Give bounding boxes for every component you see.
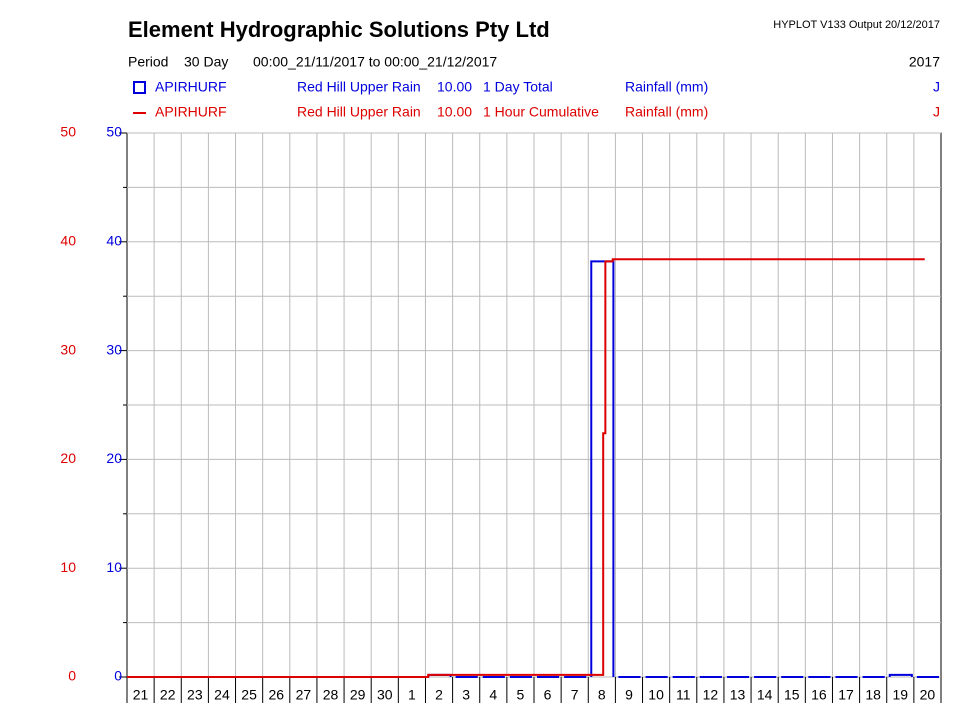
- year: 2017: [909, 54, 940, 70]
- y2-tick-label: 30: [106, 341, 122, 357]
- x-tick-label: 16: [811, 687, 827, 703]
- chart-title: Element Hydrographic Solutions Pty Ltd: [128, 17, 550, 42]
- legend-swatch: [133, 81, 146, 94]
- x-tick-label: 30: [377, 687, 393, 703]
- y2-tick-label: 0: [114, 668, 122, 684]
- x-tick-label: 29: [350, 687, 366, 703]
- x-tick-label: 21: [133, 687, 149, 703]
- x-tick-label: 25: [241, 687, 257, 703]
- x-tick-label: 18: [865, 687, 881, 703]
- legend-units: Rainfall (mm): [625, 104, 708, 120]
- x-tick-label: 12: [703, 687, 719, 703]
- x-tick-label: 22: [160, 687, 176, 703]
- period: 30 Day: [184, 54, 228, 70]
- legend-code: 10.00: [437, 104, 472, 120]
- date-range: 00:00_21/11/2017 to 00:00_21/12/2017: [253, 54, 497, 70]
- y-tick-label: 0: [68, 668, 76, 684]
- x-tick-label: 20: [920, 687, 936, 703]
- legend-mode: 1 Hour Cumulative: [483, 104, 599, 120]
- x-tick-label: 6: [544, 687, 552, 703]
- x-tick-label: 23: [187, 687, 203, 703]
- legend-flag: J: [933, 104, 940, 120]
- y2-tick-label: 10: [106, 559, 122, 575]
- x-tick-label: 7: [571, 687, 579, 703]
- x-tick-label: 15: [784, 687, 800, 703]
- y-tick-label: 50: [60, 124, 76, 140]
- legend-site: Red Hill Upper Rain: [297, 79, 421, 95]
- y-tick-label: 30: [60, 341, 76, 357]
- x-tick-label: 26: [268, 687, 284, 703]
- x-tick-label: 28: [323, 687, 339, 703]
- x-tick-label: 8: [598, 687, 606, 703]
- y2-tick-label: 40: [106, 233, 122, 249]
- x-tick-label: 9: [625, 687, 633, 703]
- y2-tick-label: 20: [106, 450, 122, 466]
- daily-bar: [888, 673, 913, 677]
- x-tick-label: 3: [462, 687, 470, 703]
- x-tick-label: 19: [893, 687, 909, 703]
- period-label: Period: [128, 54, 168, 70]
- daily-bar: [590, 260, 615, 677]
- x-tick-label: 14: [757, 687, 773, 703]
- x-tick-label: 11: [676, 687, 691, 703]
- y-tick-label: 20: [60, 450, 76, 466]
- x-tick-label: 1: [408, 687, 416, 703]
- program-info: HYPLOT V133 Output 20/12/2017: [773, 19, 940, 31]
- y2-tick-label: 50: [106, 124, 122, 140]
- cumulative-line: [127, 258, 925, 678]
- y-tick-label: 40: [60, 233, 76, 249]
- x-tick-label: 24: [214, 687, 230, 703]
- legend-units: Rainfall (mm): [625, 79, 708, 95]
- legend-mode: 1 Day Total: [483, 79, 553, 95]
- y-tick-label: 10: [60, 559, 76, 575]
- legend-code: 10.00: [437, 79, 472, 95]
- legend-flag: J: [933, 79, 940, 95]
- x-tick-label: 5: [517, 687, 525, 703]
- x-tick-label: 13: [730, 687, 746, 703]
- x-tick-label: 2: [435, 687, 443, 703]
- legend-site: Red Hill Upper Rain: [297, 104, 421, 120]
- x-tick-label: 10: [648, 687, 664, 703]
- legend-name: APIRHURF: [155, 104, 227, 120]
- x-tick-label: 27: [296, 687, 312, 703]
- x-tick-label: 4: [489, 687, 497, 703]
- x-tick-label: 17: [838, 687, 854, 703]
- legend-name: APIRHURF: [155, 79, 227, 95]
